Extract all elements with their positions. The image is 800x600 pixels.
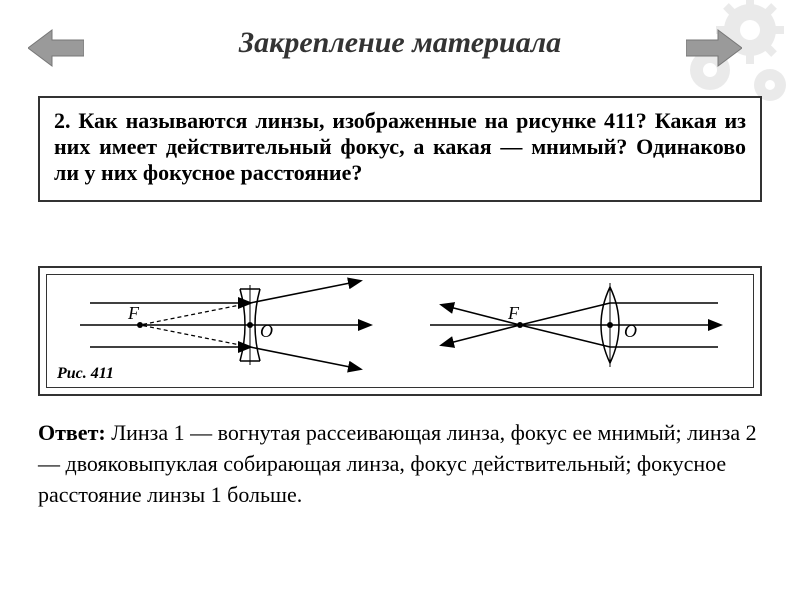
focus-label-1: F [127,303,140,323]
center-label-2: O [624,321,637,341]
converging-lens-diagram: F O [430,283,720,367]
diverging-lens-diagram: F O [80,281,370,369]
answer-block: Ответ: Линза 1 — вогнутая рассеивающая л… [38,418,762,510]
answer-label: Ответ: [38,420,106,445]
lens-diagram: F O [47,275,753,387]
question-box: 2. Как называются линзы, изображенные на… [38,96,762,202]
page-title: Закрепление материала [0,26,800,60]
figure-label: Рис. 411 [57,365,114,383]
figure-box: F O [38,266,762,396]
figure-inner: F O [46,274,754,388]
answer-text: Линза 1 — вогнутая рассеивающая линза, ф… [38,420,757,507]
focus-label-2: F [507,303,520,323]
center-label-1: O [260,321,273,341]
question-text: 2. Как называются линзы, изображенные на… [54,108,746,185]
